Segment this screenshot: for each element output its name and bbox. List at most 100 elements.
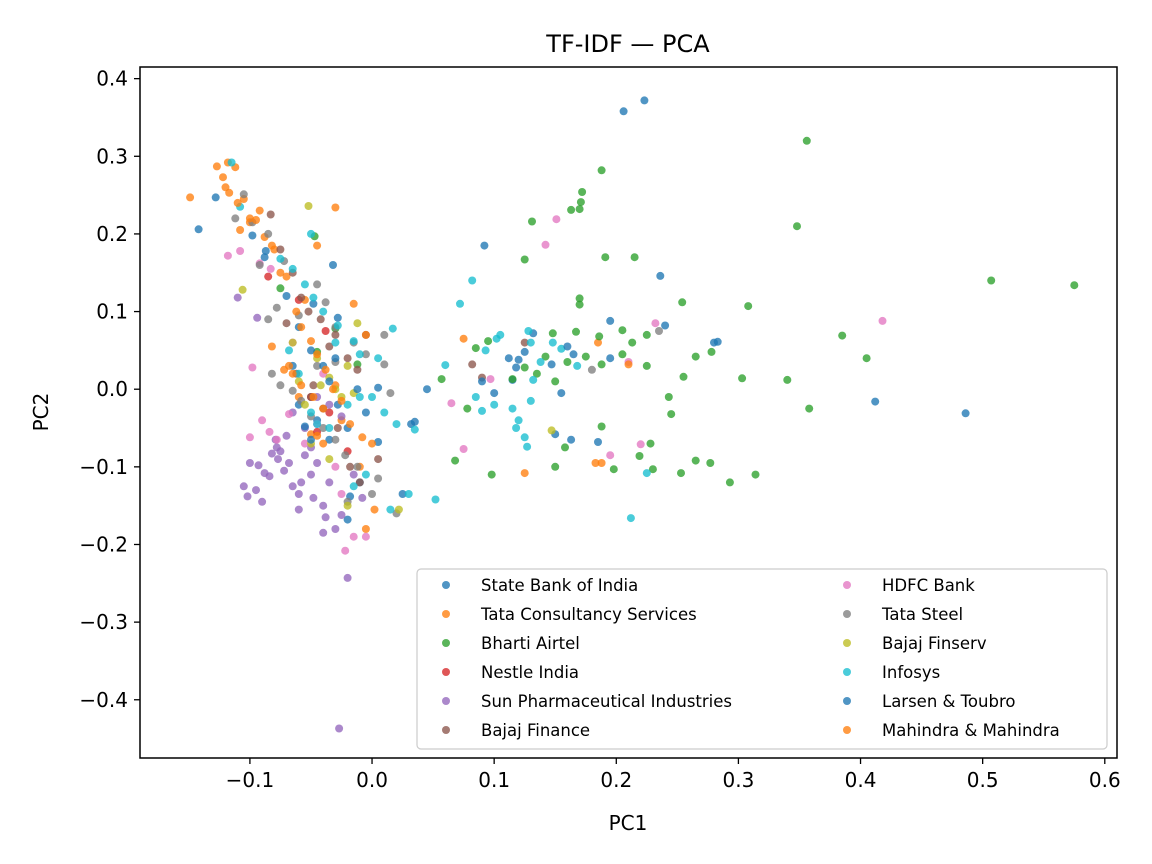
data-point [194, 225, 203, 234]
x-tick-label: −0.1 [226, 768, 275, 792]
x-axis-label: PC1 [609, 811, 648, 835]
legend-marker [442, 639, 450, 647]
data-point [368, 490, 376, 498]
data-point [618, 350, 627, 359]
data-point [526, 338, 535, 347]
data-point [437, 375, 446, 384]
data-point [349, 337, 358, 346]
legend-marker [442, 726, 450, 734]
data-point [266, 264, 275, 273]
data-point [212, 162, 221, 171]
data-point [423, 385, 431, 394]
data-point [471, 393, 480, 401]
points-layer [186, 96, 1079, 733]
data-point [572, 327, 580, 336]
data-point [987, 276, 996, 285]
data-point [325, 435, 334, 444]
data-point [309, 293, 318, 302]
data-point [264, 315, 273, 324]
data-point [297, 323, 306, 332]
data-point [282, 431, 291, 440]
legend-item: Mahindra & Mahindra [843, 721, 1060, 740]
data-point [297, 478, 306, 487]
data-point [484, 337, 493, 346]
legend-item: State Bank of India [442, 576, 638, 595]
data-point [606, 316, 615, 325]
data-point [374, 438, 383, 446]
data-point [329, 385, 337, 394]
data-point [331, 203, 340, 212]
data-point [468, 276, 477, 285]
data-point [343, 501, 352, 510]
data-point [329, 261, 337, 269]
data-point [642, 330, 651, 339]
data-point [667, 410, 676, 419]
data-point [594, 338, 602, 347]
data-point [309, 299, 318, 308]
data-point [361, 525, 370, 533]
data-point [211, 193, 220, 202]
data-point [264, 272, 273, 281]
y-axis-ticks: −0.4 −0.3 −0.2 −0.1 0.0 0.1 0.2 0.3 0.4 [79, 67, 140, 712]
data-point [331, 435, 340, 444]
data-point [267, 241, 276, 250]
legend-label: Bajaj Finserv [882, 634, 987, 653]
data-point [325, 424, 334, 432]
data-point [288, 264, 297, 273]
legend-item: Tata Consultancy Services [442, 605, 697, 624]
data-point [576, 198, 585, 207]
data-point [358, 493, 367, 502]
legend-marker [442, 668, 450, 676]
data-point [508, 404, 517, 413]
data-point [285, 361, 293, 370]
data-point [569, 350, 578, 359]
data-point [361, 408, 370, 417]
data-point [282, 292, 291, 300]
data-point [343, 573, 352, 582]
legend-item: Sun Pharmaceutical Industries [442, 692, 732, 711]
data-point [578, 188, 587, 196]
data-point [319, 424, 328, 432]
legend: State Bank of India Tata Consultancy Serv… [416, 568, 1108, 750]
data-point [313, 420, 322, 429]
data-point [337, 511, 346, 519]
data-point [349, 532, 358, 541]
data-point [321, 298, 330, 307]
data-point [541, 352, 550, 361]
legend-marker [843, 610, 851, 618]
data-point [309, 381, 318, 390]
data-point [878, 316, 887, 325]
y-tick-label: −0.1 [79, 455, 128, 479]
data-point [451, 456, 460, 465]
data-point [285, 410, 293, 419]
data-point [532, 369, 541, 378]
y-tick-label: 0.0 [96, 377, 128, 401]
data-point [341, 546, 350, 555]
data-point [805, 404, 814, 413]
data-point [325, 342, 334, 351]
data-point [272, 303, 281, 312]
series-11 [219, 173, 633, 467]
data-point [231, 214, 240, 223]
data-point [294, 369, 303, 378]
data-point [862, 354, 871, 363]
data-point [536, 358, 545, 366]
data-point [597, 166, 606, 175]
y-tick-label: 0.4 [96, 67, 128, 91]
data-point [337, 490, 346, 498]
x-tick-label: 0.2 [600, 768, 632, 792]
data-point [264, 229, 273, 238]
data-point [392, 420, 401, 429]
x-tick-label: 0.3 [723, 768, 755, 792]
data-point [261, 247, 270, 255]
data-point [325, 377, 334, 386]
legend-marker [442, 697, 450, 705]
data-point [528, 217, 536, 226]
data-point [606, 354, 615, 363]
data-point [520, 433, 529, 442]
data-point [459, 445, 468, 453]
data-point [353, 365, 362, 374]
legend-marker [843, 639, 851, 647]
data-point [520, 338, 529, 347]
data-point [265, 427, 274, 436]
